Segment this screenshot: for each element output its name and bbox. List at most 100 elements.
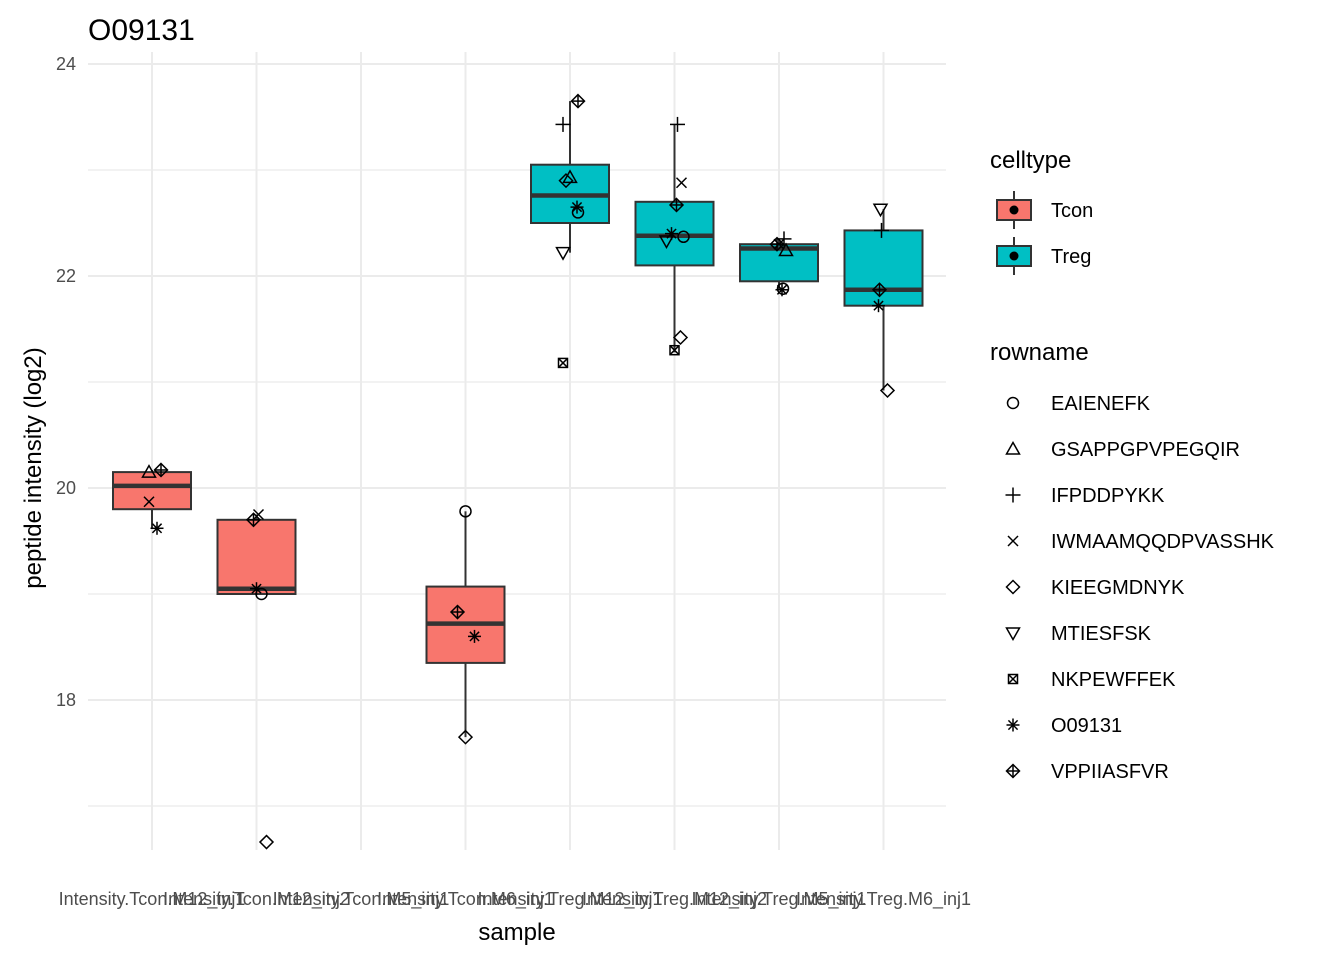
legend-shape — [1006, 396, 1020, 410]
legend-shape — [1005, 440, 1021, 455]
box-tcon — [216, 514, 297, 595]
legend-rowname-label: IFPDDPYKK — [1051, 485, 1165, 507]
data-point — [143, 496, 155, 508]
data-point — [778, 242, 794, 257]
data-point — [872, 299, 885, 313]
legend-celltype-label: Tcon — [1051, 200, 1093, 222]
data-point — [776, 282, 790, 295]
data-point — [675, 177, 688, 189]
legend-rowname-item: IFPDDPYKK — [1005, 485, 1165, 507]
legend-shape — [1005, 763, 1021, 779]
legend-rowname-label: MTIESFSK — [1051, 623, 1152, 645]
marker-triangle — [141, 464, 157, 478]
legend-celltype-item: Treg — [996, 237, 1091, 275]
legend-celltype-title: celltype — [990, 147, 1071, 174]
marker-cross-b — [143, 496, 155, 508]
point-layer — [141, 93, 896, 850]
marker-square — [1007, 673, 1019, 685]
marker-circle — [255, 587, 268, 601]
legend-rowname-item: NKPEWFFEK — [1007, 669, 1176, 691]
marker-square-x2 — [669, 345, 680, 356]
data-point — [245, 512, 262, 528]
x-tick-label: Intensity.Treg.M12_inj1 — [477, 889, 662, 910]
marker-triangle-down — [555, 246, 571, 261]
marker-ast-d2 — [469, 631, 480, 642]
x-tick-label: Intensity.Tcon.M12_inj1 — [59, 889, 246, 910]
marker-circle — [1006, 396, 1020, 410]
x-tick-label: Intensity.Tcon.M12_inj2 — [163, 889, 350, 910]
marker-square — [669, 344, 680, 356]
legend-rowname-item: O09131 — [1006, 715, 1122, 737]
data-point — [153, 462, 169, 478]
marker-triangle-down — [1005, 627, 1021, 642]
data-point — [555, 246, 571, 261]
marker-circle — [459, 505, 472, 518]
y-tick-label: 20 — [56, 478, 76, 498]
x-tick-label: Intensity.Tcon.M6_inj1 — [377, 889, 554, 910]
marker-square — [557, 357, 569, 369]
marker-circle — [571, 206, 585, 219]
marker-diamond — [672, 329, 689, 346]
legend-rowname-label: IWMAAMQQDPVASSHK — [1051, 531, 1275, 553]
outlier-point — [258, 834, 275, 850]
y-tick-label: 22 — [56, 266, 76, 286]
data-point — [773, 238, 785, 250]
data-point — [874, 222, 889, 238]
marker-diamond — [879, 382, 896, 399]
x-tick-label: Intensity.Tcon.M5_inj1 — [273, 889, 450, 910]
marker-diamond — [258, 834, 275, 850]
legend-rowname-label: KIEEGMDNYK — [1051, 577, 1185, 599]
legend: celltype Tcon Treg rowname EAIENEFK GSAPPG… — [990, 147, 1275, 783]
legend-rowname-label: NKPEWFFEK — [1051, 669, 1176, 691]
legend-shape — [1006, 718, 1020, 732]
marker-circle — [677, 230, 690, 244]
legend-key-dot — [1009, 251, 1019, 261]
data-point — [255, 587, 268, 601]
data-point — [571, 206, 585, 219]
data-point — [555, 116, 571, 132]
box-layer — [112, 101, 924, 738]
box-treg — [739, 238, 819, 290]
marker-cross-b — [1007, 535, 1019, 547]
data-point — [871, 282, 888, 298]
legend-shape — [1005, 487, 1021, 503]
data-point — [668, 197, 685, 213]
data-point — [141, 464, 157, 478]
data-point — [872, 203, 889, 218]
marker-cross-b — [252, 508, 265, 521]
marker-ast-d2 — [251, 583, 262, 594]
marker-ast-d2 — [1007, 719, 1019, 731]
data-point — [459, 505, 472, 518]
legend-rowname-title: rowname — [990, 339, 1089, 366]
box-tcon — [425, 511, 506, 738]
marker-ast-d2 — [776, 284, 788, 295]
legend-celltype-item: Tcon — [996, 191, 1093, 229]
data-point — [449, 604, 466, 620]
marker-square-x2 — [1007, 673, 1019, 685]
y-tick-labels: 18 20 22 24 — [56, 54, 76, 710]
x-tick-label: Intensity.Treg.M6_inj1 — [796, 889, 971, 910]
box-body — [216, 518, 297, 595]
legend-shape — [1007, 673, 1019, 685]
legend-rowname-item: GSAPPGPVPEGQIR — [1005, 439, 1240, 461]
data-point — [557, 357, 569, 369]
data-point — [252, 508, 265, 521]
marker-diamond — [558, 173, 574, 189]
box-body — [843, 229, 924, 307]
legend-rowname-item: MTIESFSK — [1005, 623, 1152, 645]
legend-key-dot — [1009, 205, 1019, 215]
marker-ast-d2 — [151, 523, 163, 534]
legend-rowname-label: EAIENEFK — [1051, 393, 1151, 415]
marker-cross-b — [773, 238, 785, 250]
data-point — [658, 235, 675, 250]
x-tick-label: Intensity.Treg.M12_inj2 — [582, 889, 767, 910]
legend-rowname-item: IWMAAMQQDPVASSHK — [1007, 531, 1275, 553]
legend-rowname-item: VPPIIASFVR — [1005, 761, 1169, 783]
legend-celltype-entries: Tcon Treg — [996, 191, 1093, 275]
box-treg — [843, 209, 924, 391]
marker-ast-d2 — [873, 300, 884, 311]
legend-rowname-entries: EAIENEFK GSAPPGPVPEGQIR IFPDDPYKK IWMAAMQQD… — [1005, 393, 1275, 783]
y-axis-title: peptide intensity (log2) — [20, 347, 47, 588]
chart-title: O09131 — [88, 14, 195, 47]
